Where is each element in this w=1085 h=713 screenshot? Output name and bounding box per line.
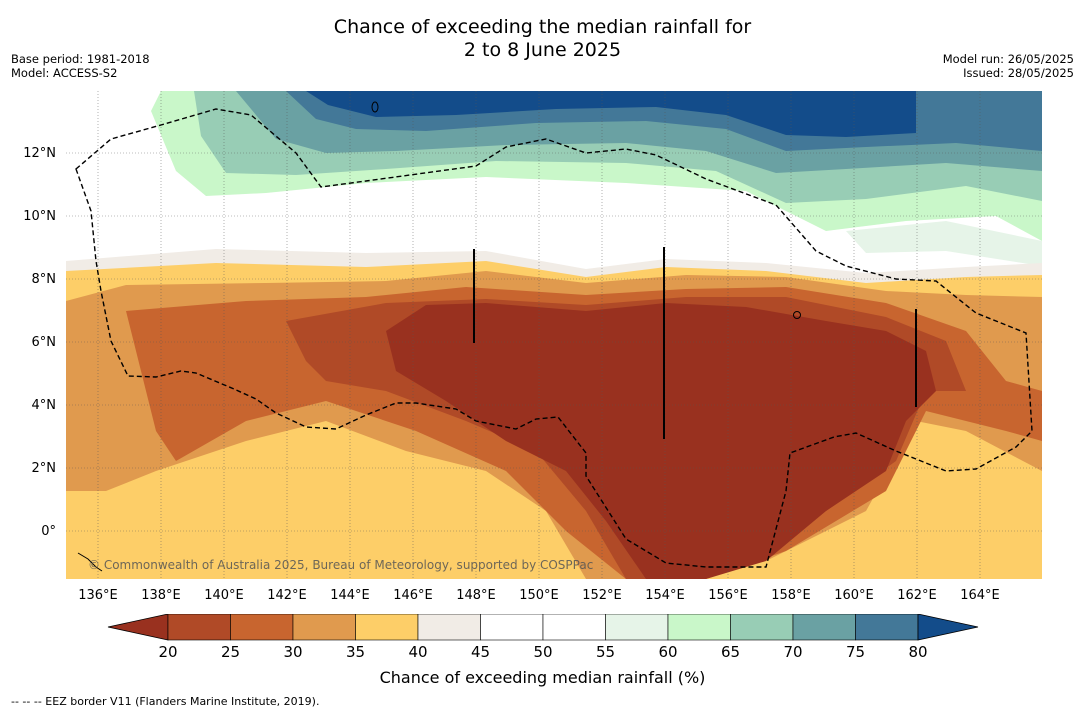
colorbar-segment [730, 614, 794, 641]
lon-label: 156°E [708, 588, 748, 603]
band-60-east [846, 221, 1042, 266]
colorbar-segment [167, 614, 231, 641]
colorbar-extend-high [917, 614, 979, 641]
colorbar-tick-label: 80 [908, 643, 928, 661]
issued-text: Issued: 28/05/2025 [963, 66, 1074, 80]
island [793, 311, 801, 319]
colorbar-tick-label: 45 [470, 643, 491, 661]
lat-label: 0° [41, 524, 56, 539]
lon-label: 162°E [897, 588, 937, 603]
lon-label: 154°E [645, 588, 685, 603]
lon-label: 138°E [141, 588, 181, 603]
colorbar-tick-label: 75 [845, 643, 866, 661]
colorbar-segment [792, 614, 856, 641]
colorbar-tick-label: 50 [533, 643, 553, 661]
colorbar-tick-label: 35 [345, 643, 366, 661]
colorbar-segment [855, 614, 919, 641]
lon-label: 164°E [960, 588, 1000, 603]
map-svg [66, 91, 1042, 579]
model-run-text: Model run: 26/05/2025 [942, 52, 1074, 66]
band-20 [386, 303, 936, 579]
colorbar-tick-label: 20 [158, 643, 178, 661]
lon-label: 150°E [519, 588, 559, 603]
lat-label: 4°N [31, 398, 57, 413]
lon-label: 144°E [330, 588, 370, 603]
lon-label: 160°E [834, 588, 874, 603]
lon-label: 136°E [78, 588, 118, 603]
colorbar-tick-label: 25 [220, 643, 241, 661]
lon-label: 140°E [204, 588, 244, 603]
colorbar [107, 614, 979, 641]
colorbar-tick-label: 70 [783, 643, 803, 661]
colorbar-tick-label: 65 [720, 643, 741, 661]
rainfall-probability-map[interactable] [66, 91, 1042, 579]
lon-label: 152°E [582, 588, 622, 603]
colorbar-title: Chance of exceeding median rainfall (%) [379, 668, 706, 687]
colorbar-segment [355, 614, 419, 641]
eez-footnote: -- -- -- EEZ border V11 (Flanders Marine… [11, 695, 320, 708]
island [77, 552, 103, 572]
colorbar-segment [292, 614, 356, 641]
lat-label: 10°N [23, 209, 56, 224]
colorbar-extend-low [107, 614, 169, 641]
model-text: Model: ACCESS-S2 [11, 66, 118, 80]
lat-label: 12°N [23, 146, 56, 161]
colorbar-segment [605, 614, 669, 641]
lat-label: 8°N [31, 272, 57, 287]
lat-label: 2°N [31, 461, 57, 476]
colorbar-segment [480, 614, 544, 641]
colorbar-tick-label: 60 [658, 643, 678, 661]
base-period-text: Base period: 1981-2018 [11, 52, 150, 66]
colorbar-segment [230, 614, 294, 641]
title-line-1: Chance of exceeding the median rainfall … [333, 16, 752, 38]
colorbar-segments [107, 614, 979, 641]
island [371, 101, 379, 113]
colorbar-tick-label: 30 [283, 643, 303, 661]
band-85 [306, 91, 916, 137]
colorbar-segment [667, 614, 731, 641]
copyright-text: © Commonwealth of Australia 2025, Bureau… [88, 558, 594, 572]
colorbar-segment [542, 614, 606, 641]
lon-label: 142°E [267, 588, 307, 603]
colorbar-tick-label: 40 [408, 643, 428, 661]
lon-label: 146°E [393, 588, 433, 603]
lon-label: 158°E [771, 588, 811, 603]
graticule [66, 91, 1042, 579]
lon-label: 148°E [456, 588, 496, 603]
lat-label: 6°N [31, 335, 57, 350]
colorbar-tick-label: 55 [595, 643, 616, 661]
title-line-2: 2 to 8 June 2025 [463, 39, 622, 61]
colorbar-segment [417, 614, 481, 641]
